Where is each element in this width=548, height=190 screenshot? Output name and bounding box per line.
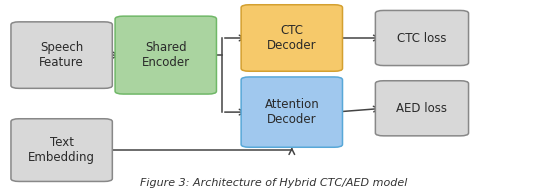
Text: Text
Embedding: Text Embedding — [28, 136, 95, 164]
Text: Shared
Encoder: Shared Encoder — [142, 41, 190, 69]
Text: AED loss: AED loss — [396, 102, 448, 115]
Text: Speech
Feature: Speech Feature — [39, 41, 84, 69]
Text: CTC
Decoder: CTC Decoder — [267, 24, 317, 52]
FancyBboxPatch shape — [241, 77, 342, 147]
FancyBboxPatch shape — [375, 10, 469, 66]
Text: Figure 3: Architecture of Hybrid CTC/AED model: Figure 3: Architecture of Hybrid CTC/AED… — [140, 178, 408, 188]
FancyBboxPatch shape — [375, 81, 469, 136]
FancyBboxPatch shape — [241, 5, 342, 71]
FancyBboxPatch shape — [11, 119, 112, 181]
Text: CTC loss: CTC loss — [397, 32, 447, 44]
Text: Attention
Decoder: Attention Decoder — [265, 98, 319, 126]
FancyBboxPatch shape — [115, 16, 216, 94]
FancyBboxPatch shape — [11, 22, 112, 88]
